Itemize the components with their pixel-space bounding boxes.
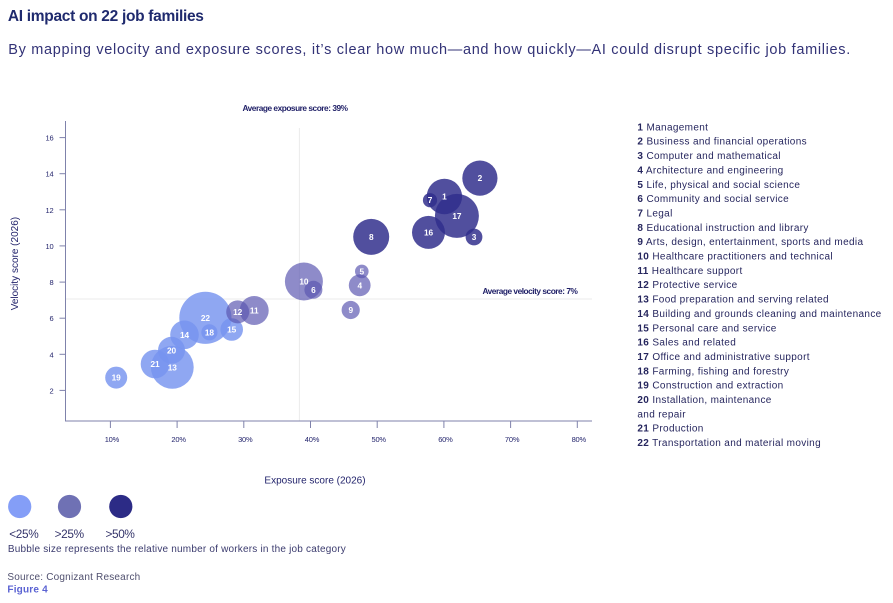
svg-text:>50%: >50% [105, 527, 135, 541]
svg-text:AI impact on 22 job families: AI impact on 22 job families [8, 8, 204, 25]
svg-text:30%: 30% [238, 435, 253, 444]
svg-text:16 Sales and related: 16 Sales and related [637, 338, 736, 349]
svg-text:7: 7 [428, 195, 433, 205]
svg-text:20: 20 [167, 345, 177, 355]
svg-text:13 Food preparation and servin: 13 Food preparation and serving related [637, 295, 829, 306]
svg-text:15 Personal care and service: 15 Personal care and service [637, 323, 776, 334]
svg-text:4 Architecture and engineering: 4 Architecture and engineering [637, 165, 783, 176]
svg-text:Bubble size represents the rel: Bubble size represents the relative numb… [8, 544, 346, 555]
svg-text:22: 22 [201, 313, 211, 323]
svg-text:20%: 20% [171, 435, 186, 444]
svg-text:6 Community and social service: 6 Community and social service [637, 194, 789, 205]
svg-text:13: 13 [168, 362, 178, 372]
svg-text:Figure 4: Figure 4 [7, 585, 48, 596]
svg-text:8: 8 [369, 232, 374, 242]
svg-text:1: 1 [442, 192, 447, 202]
svg-text:19: 19 [112, 373, 122, 383]
svg-text:By mapping velocity and exposu: By mapping velocity and exposure scores,… [8, 42, 851, 58]
svg-text:12 Protective service: 12 Protective service [637, 280, 737, 291]
svg-text:14 Building and grounds cleani: 14 Building and grounds cleaning and mai… [637, 309, 881, 320]
svg-text:18 Farming, fishing and forest: 18 Farming, fishing and forestry [637, 366, 789, 377]
svg-text:14: 14 [180, 330, 190, 340]
svg-text:2 Business and financial opera: 2 Business and financial operations [637, 137, 807, 148]
svg-text:8: 8 [50, 278, 54, 287]
svg-text:40%: 40% [305, 435, 320, 444]
svg-text:12: 12 [233, 307, 243, 317]
svg-text:9 Arts, design, entertainment,: 9 Arts, design, entertainment, sports an… [637, 237, 863, 248]
svg-text:12: 12 [46, 206, 54, 215]
svg-text:4: 4 [357, 280, 362, 290]
svg-text:3: 3 [472, 232, 477, 242]
svg-text:1 Management: 1 Management [637, 122, 708, 133]
svg-text:20 Installation, maintenance: 20 Installation, maintenance [637, 395, 771, 406]
svg-text:5: 5 [360, 266, 365, 276]
svg-text:22 Transportation and material: 22 Transportation and material moving [637, 438, 821, 449]
svg-text:16: 16 [424, 227, 434, 237]
svg-text:10%: 10% [105, 435, 120, 444]
svg-text:4: 4 [50, 350, 54, 359]
svg-text:6: 6 [311, 285, 316, 295]
svg-text:16: 16 [46, 134, 54, 143]
svg-text:2: 2 [478, 173, 483, 183]
svg-text:Velocity score (2026): Velocity score (2026) [10, 217, 21, 310]
svg-text:3 Computer and mathematical: 3 Computer and mathematical [637, 151, 780, 162]
svg-text:>25%: >25% [55, 527, 85, 541]
svg-text:18: 18 [205, 327, 215, 337]
svg-text:14: 14 [46, 170, 54, 179]
svg-text:11: 11 [250, 306, 259, 316]
svg-text:9: 9 [348, 305, 353, 315]
svg-text:17 Office and administrative s: 17 Office and administrative support [637, 352, 810, 363]
svg-text:21 Production: 21 Production [637, 424, 703, 435]
svg-text:and repair: and repair [637, 409, 686, 420]
svg-text:8 Educational instruction and: 8 Educational instruction and library [637, 223, 808, 234]
svg-text:7 Legal: 7 Legal [637, 209, 672, 220]
svg-text:Exposure score (2026): Exposure score (2026) [264, 476, 365, 487]
svg-text:Average exposure score: 39%: Average exposure score: 39% [242, 103, 348, 113]
svg-text:<25%: <25% [9, 527, 39, 541]
svg-text:10: 10 [46, 242, 54, 251]
svg-text:70%: 70% [505, 435, 520, 444]
svg-text:19 Construction and extraction: 19 Construction and extraction [637, 381, 783, 392]
svg-text:11 Healthcare support: 11 Healthcare support [637, 266, 742, 277]
svg-text:80%: 80% [572, 435, 587, 444]
svg-text:10 Healthcare practitioners an: 10 Healthcare practitioners and technica… [637, 252, 833, 263]
svg-text:Average velocity score: 7%: Average velocity score: 7% [482, 286, 578, 296]
svg-text:5 Life, physical and social sc: 5 Life, physical and social science [637, 180, 800, 191]
svg-text:15: 15 [227, 325, 237, 335]
svg-text:6: 6 [50, 314, 54, 323]
svg-text:21: 21 [150, 359, 160, 369]
svg-text:60%: 60% [438, 435, 453, 444]
svg-text:10: 10 [299, 277, 309, 287]
svg-text:Source: Cognizant Research: Source: Cognizant Research [7, 572, 140, 583]
svg-text:50%: 50% [371, 435, 386, 444]
svg-text:2: 2 [50, 386, 54, 395]
svg-text:17: 17 [452, 211, 462, 221]
